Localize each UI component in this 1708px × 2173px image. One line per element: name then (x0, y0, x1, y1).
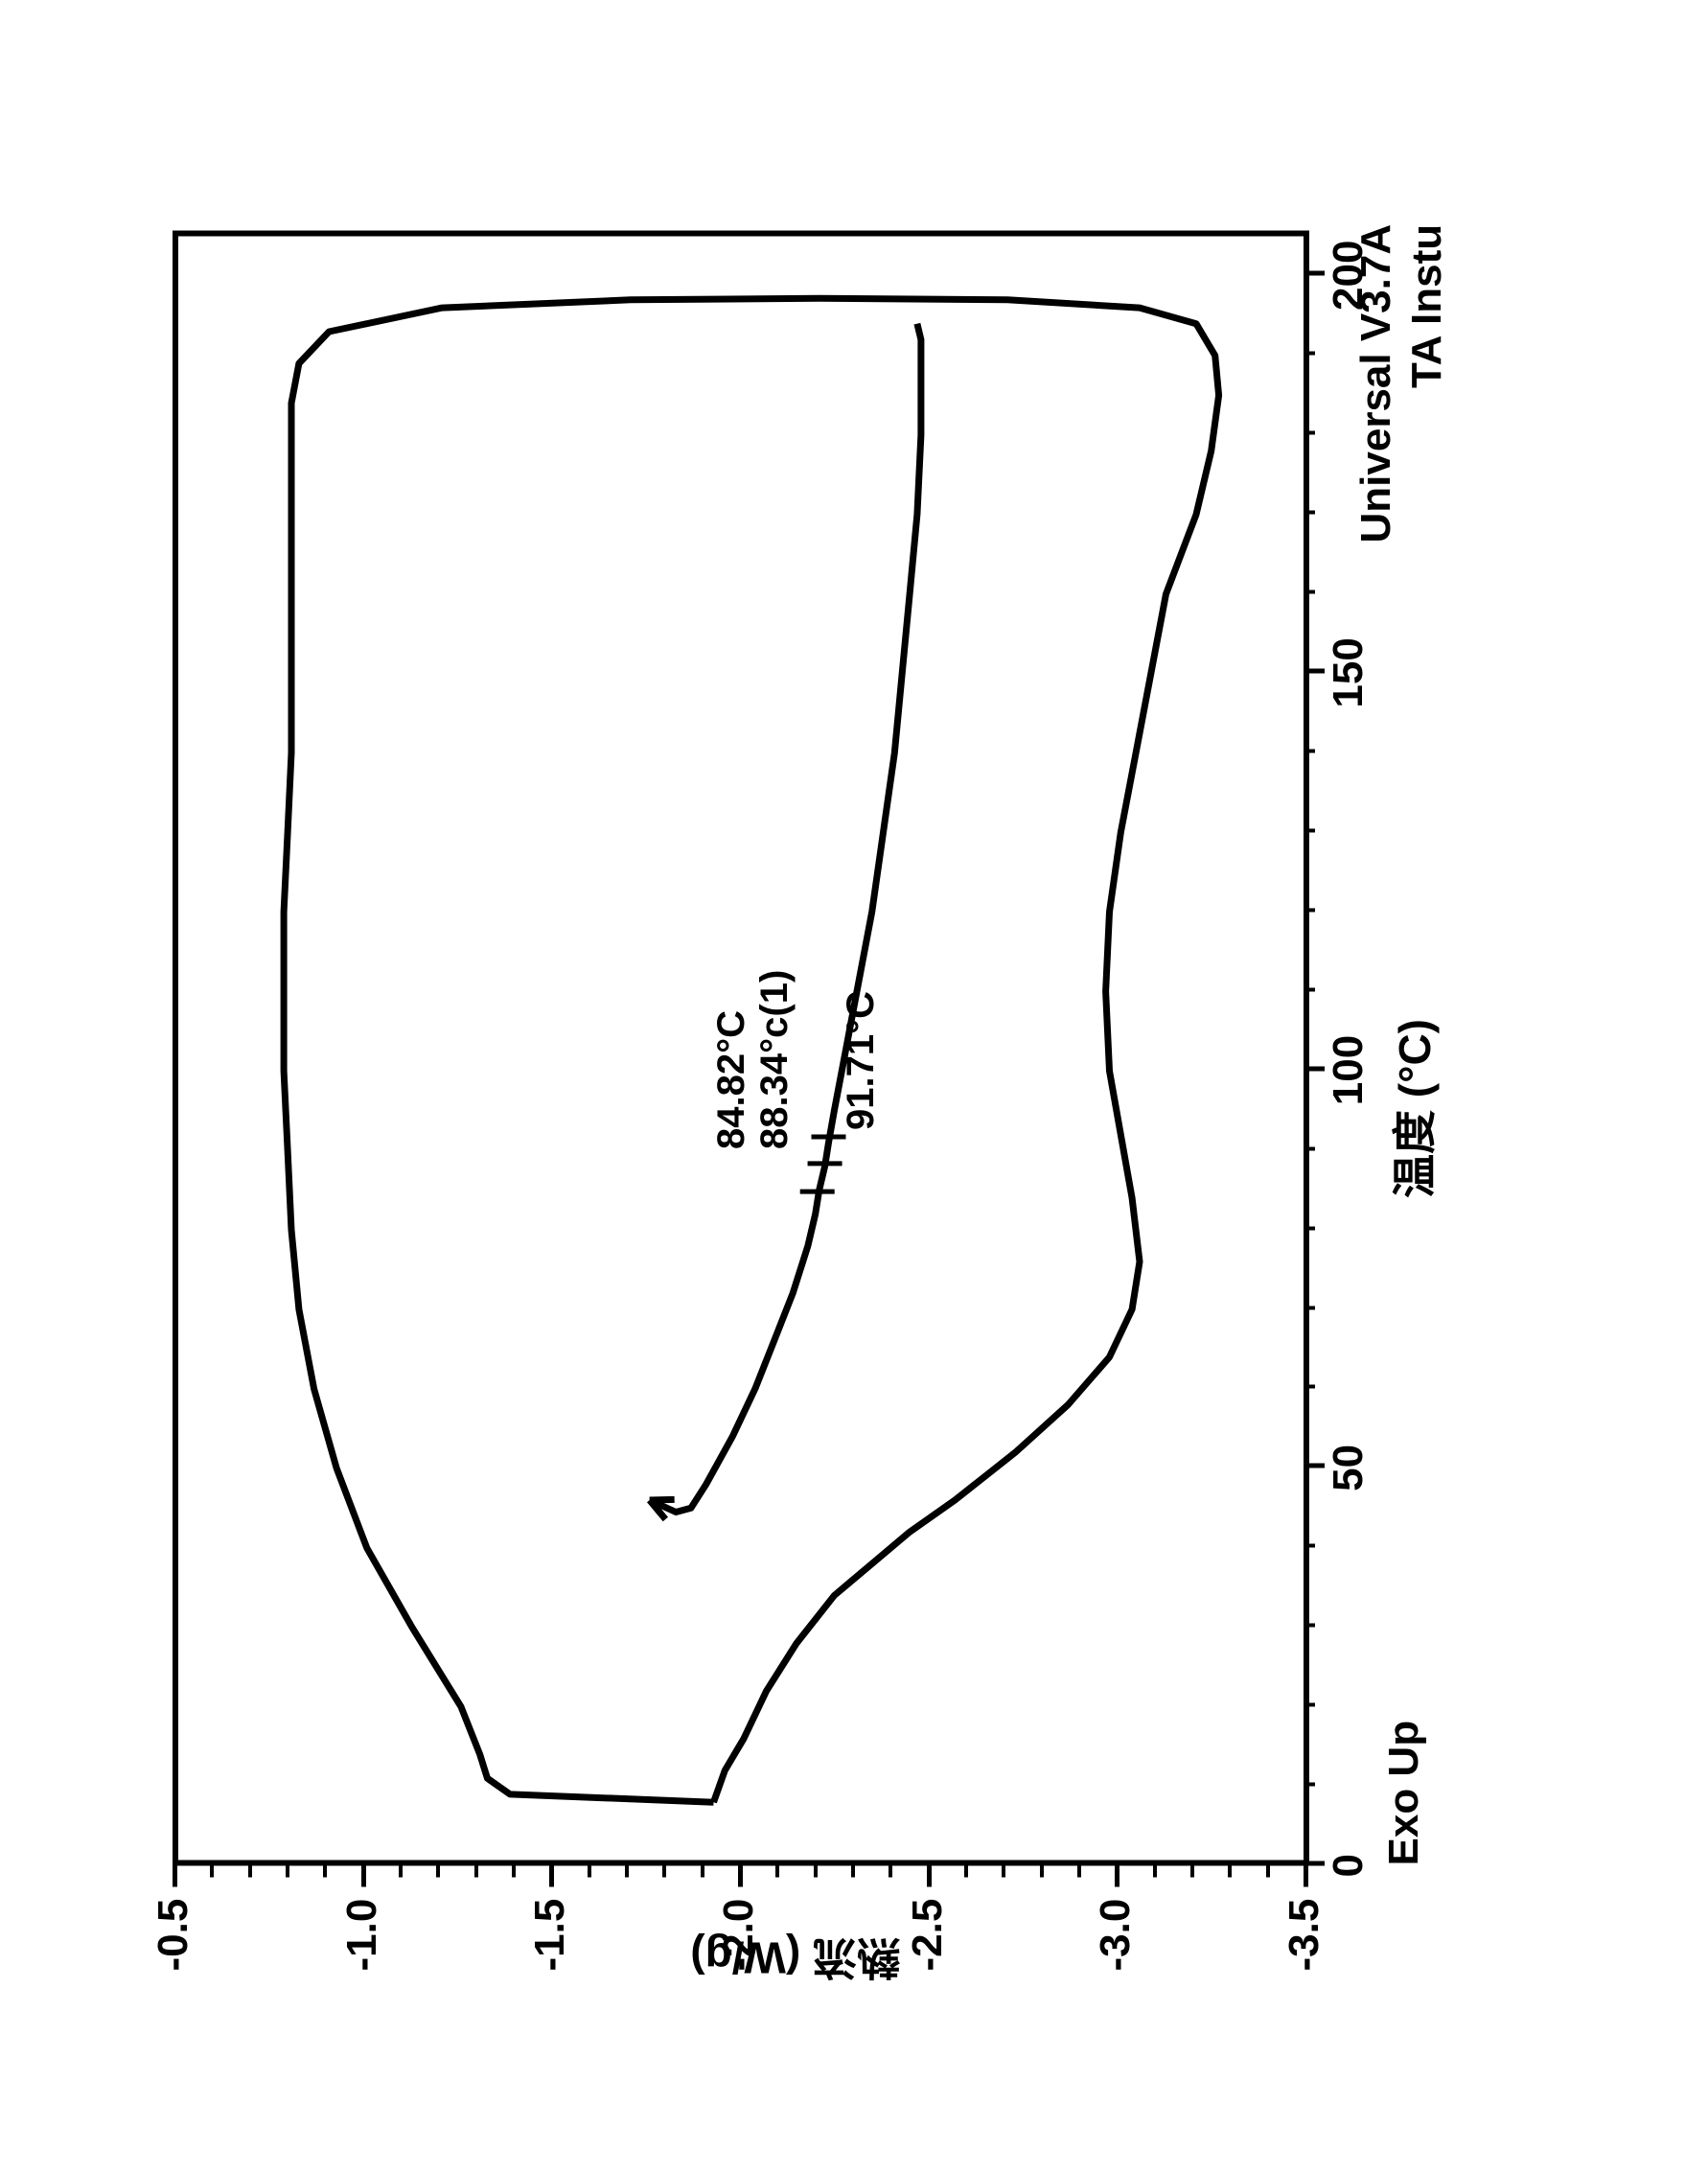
x-tick (1304, 1464, 1325, 1468)
exo-up-label: Exo Up (1380, 1721, 1428, 1866)
y-tick (927, 1866, 932, 1887)
y-minor-tick (1190, 1866, 1194, 1878)
y-minor-tick (512, 1866, 516, 1878)
tg-onset-label: 84.82°C (710, 1010, 753, 1149)
x-minor-tick (1304, 511, 1315, 515)
y-minor-tick (625, 1866, 629, 1878)
y-minor-tick (701, 1866, 704, 1878)
y-tick (173, 1866, 177, 1887)
x-minor-tick (1304, 1783, 1315, 1787)
y-minor-tick (248, 1866, 252, 1878)
x-minor-tick (1304, 1544, 1315, 1548)
y-minor-tick (588, 1866, 591, 1878)
x-minor-tick (1304, 431, 1315, 435)
rotated-canvas: 84.82°C88.34°c(1)91.71°C 050100150200 -0… (0, 0, 1708, 2173)
plot-area: 84.82°C88.34°c(1) 91.71°C (173, 231, 1309, 1866)
y-axis-label: 熱流 (W/g) (690, 1930, 901, 1993)
x-minor-tick (1304, 1703, 1315, 1707)
software-footer: Universal V3.7A TA Instu (1351, 224, 1453, 543)
y-tick (549, 1866, 554, 1887)
y-tick (1304, 1866, 1308, 1887)
y-minor-tick (814, 1866, 818, 1878)
x-minor-tick (1304, 1306, 1315, 1309)
y-tick-label: -0.5 (150, 1899, 197, 1972)
x-tick (1304, 669, 1325, 674)
y-minor-tick (323, 1866, 327, 1878)
y-minor-tick (1077, 1866, 1081, 1878)
footer-line-1: Universal V3.7A (1351, 224, 1402, 543)
y-minor-tick (436, 1866, 440, 1878)
x-tick-label: 100 (1325, 1035, 1373, 1105)
y-tick-label: -2.5 (904, 1899, 952, 1972)
x-tick-label: 150 (1325, 637, 1373, 707)
x-minor-tick (1304, 987, 1315, 991)
x-minor-tick (1304, 590, 1315, 594)
y-tick-label: -3.0 (1092, 1899, 1140, 1972)
dsc-chart-container: 84.82°C88.34°c(1)91.71°C 050100150200 -0… (115, 141, 1486, 2039)
y-minor-tick (1040, 1866, 1044, 1878)
x-tick (1304, 271, 1325, 276)
x-minor-tick (1304, 1624, 1315, 1628)
dsc-second-heat-curve (650, 324, 921, 1513)
y-minor-tick (286, 1866, 289, 1878)
y-minor-tick (1266, 1866, 1270, 1878)
y-minor-tick (474, 1866, 478, 1878)
y-minor-tick (1228, 1866, 1232, 1878)
x-minor-tick (1304, 908, 1315, 912)
x-minor-tick (1304, 1226, 1315, 1230)
y-tick (1115, 1866, 1119, 1887)
x-minor-tick (1304, 352, 1315, 356)
tg-end-label: 91.71°C (840, 991, 883, 1130)
y-minor-tick (399, 1866, 403, 1878)
y-tick (361, 1866, 366, 1887)
y-tick-label: -3.5 (1281, 1899, 1328, 1972)
x-axis-label: 温度 (°C) (1380, 917, 1443, 1301)
y-tick-label: -1.5 (526, 1899, 574, 1972)
y-tick (738, 1866, 743, 1887)
y-minor-tick (1002, 1866, 1005, 1878)
x-minor-tick (1304, 750, 1315, 753)
x-minor-tick (1304, 1385, 1315, 1389)
y-minor-tick (889, 1866, 892, 1878)
footer-line-2: TA Instu (1402, 224, 1453, 543)
y-minor-tick (775, 1866, 779, 1878)
y-minor-tick (851, 1866, 855, 1878)
y-tick-label: -1.0 (338, 1899, 386, 1972)
x-tick-label: 50 (1325, 1445, 1373, 1491)
x-minor-tick (1304, 1146, 1315, 1150)
y-minor-tick (964, 1866, 968, 1878)
y-minor-tick (210, 1866, 214, 1878)
y-minor-tick (1153, 1866, 1157, 1878)
x-tick (1304, 1066, 1325, 1071)
x-tick-label: 0 (1325, 1854, 1373, 1877)
y-minor-tick (662, 1866, 666, 1878)
tg-midpoint-label: 88.34°c(1) (753, 970, 796, 1149)
x-minor-tick (1304, 828, 1315, 832)
x-axis-line (1304, 231, 1309, 1866)
